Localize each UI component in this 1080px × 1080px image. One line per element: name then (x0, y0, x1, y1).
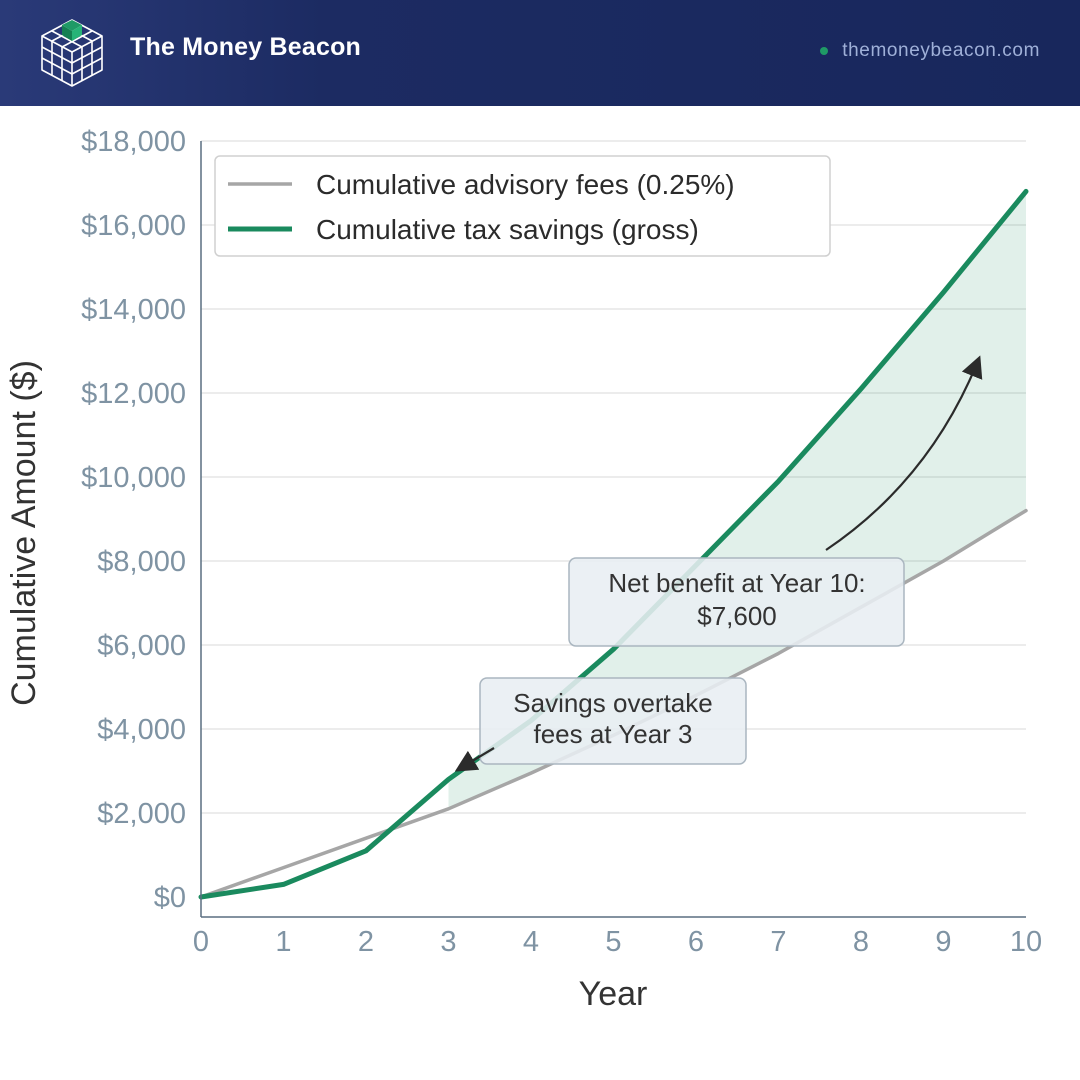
annotation-arrow (454, 747, 495, 772)
savings-series-line (198, 188, 1029, 900)
annotation-box (479, 677, 747, 765)
x-tick-label: 5 (605, 926, 621, 958)
legend-label: Cumulative tax savings (gross) (316, 214, 699, 245)
x-tick-label: 3 (440, 926, 456, 958)
axes (200, 141, 1026, 918)
site-header: The Money Beacon themoneybeacon.com (0, 0, 1080, 106)
annotation-text: Net benefit at Year 10: (608, 568, 865, 598)
annotation-text: $7,600 (697, 601, 777, 631)
x-tick-label: 7 (770, 926, 786, 958)
brand-name: The Money Beacon (130, 33, 362, 61)
x-tick-label: 2 (358, 926, 374, 958)
annotation-text: fees at Year 3 (533, 719, 692, 749)
annotation-text: Savings overtake (513, 688, 712, 718)
y-tick-label: $2,000 (97, 798, 186, 830)
x-tick-label: 8 (853, 926, 869, 958)
x-axis-title: Year (579, 975, 648, 1013)
y-tick-labels: $0 $2,000 $4,000 $6,000 $8,000 $10,000 $12,000… (81, 126, 186, 914)
x-tick-label: 1 (275, 926, 291, 958)
y-tick-label: $14,000 (81, 294, 186, 326)
x-tick-label: 9 (935, 926, 951, 958)
annotation-box (568, 557, 905, 647)
y-tick-label: $6,000 (97, 630, 186, 662)
annotation-arrow (825, 355, 983, 551)
y-tick-label: $10,000 (81, 462, 186, 494)
status-dot-icon (820, 47, 829, 55)
y-axis-title: Cumulative Amount ($) (5, 360, 43, 706)
y-tick-label: $18,000 (81, 126, 186, 158)
legend: Cumulative advisory fees (0.25%) Cumulati… (214, 155, 831, 257)
cube-grid-icon (41, 19, 103, 87)
x-tick-label: 4 (523, 926, 539, 958)
y-tick-label: $4,000 (97, 714, 186, 746)
cumulative-chart: $0 $2,000 $4,000 $6,000 $8,000 $10,000 $12,000… (5, 126, 1042, 1013)
x-tick-label: 6 (688, 926, 704, 958)
y-tick-label: $0 (154, 882, 186, 914)
y-tick-label: $12,000 (81, 378, 186, 410)
x-tick-labels: 0 1 2 3 4 5 6 7 8 9 10 (193, 926, 1042, 958)
legend-box (214, 155, 831, 257)
website-link[interactable]: themoneybeacon.com (820, 40, 1040, 62)
y-tick-label: $16,000 (81, 210, 186, 242)
website-url: themoneybeacon.com (842, 40, 1040, 61)
y-tick-label: $8,000 (97, 546, 186, 578)
x-tick-label: 0 (193, 926, 209, 958)
legend-label: Cumulative advisory fees (0.25%) (316, 169, 735, 200)
x-tick-label: 10 (1010, 926, 1042, 958)
